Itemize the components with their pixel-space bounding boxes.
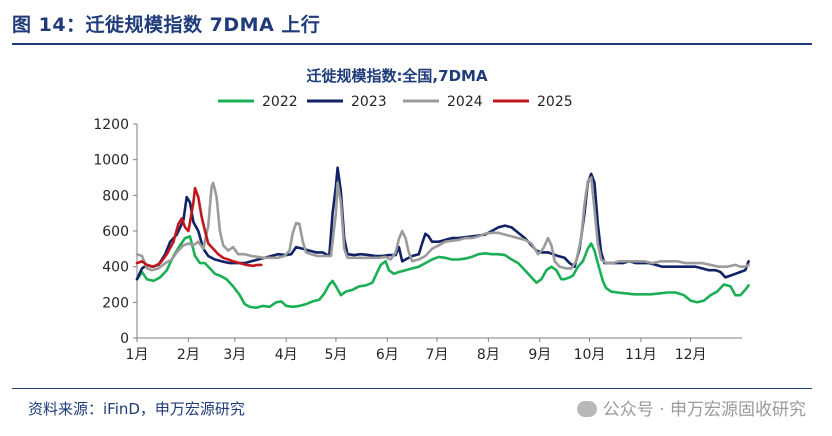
y-axis: 0 200 400 600 800 1000 1200 (93, 117, 138, 347)
chart-title: 迁徙规模指数:全国,7DMA (306, 67, 488, 85)
x-tick-label: 6月 (376, 347, 399, 363)
x-tick-label: 2月 (177, 347, 200, 363)
x-tick-label: 11月 (625, 347, 657, 363)
x-tick-label: 9月 (528, 347, 551, 363)
series-line-2024 (135, 176, 750, 272)
legend: 2022 2023 2024 2025 (218, 94, 573, 110)
y-tick-label: 800 (102, 188, 129, 204)
x-tick-label: 10月 (574, 347, 606, 363)
y-tick-label: 1000 (93, 153, 129, 169)
figure-title: 图 14：迁徙规模指数 7DMA 上行 (12, 14, 321, 36)
x-tick-label: 8月 (477, 347, 500, 363)
legend-label-2025: 2025 (537, 94, 573, 110)
watermark-text: 公众号 · 申万宏源固收研究 (602, 400, 806, 420)
legend-label-2024: 2024 (447, 94, 483, 110)
x-tick-label: 7月 (426, 347, 449, 363)
x-tick-label: 3月 (223, 347, 246, 363)
y-tick-label: 600 (102, 224, 129, 240)
footer-rule (12, 388, 812, 389)
legend-label-2023: 2023 (351, 94, 387, 110)
series-layer (135, 166, 750, 309)
y-tick-label: 0 (120, 331, 129, 347)
x-tick-label: 1月 (126, 347, 149, 363)
x-tick-label: 4月 (275, 347, 298, 363)
title-rule (12, 43, 812, 45)
watermark: 公众号 · 申万宏源固收研究 (576, 395, 806, 420)
series-line-2025 (135, 186, 263, 268)
wechat-icon (576, 401, 597, 417)
x-tick-label: 12月 (675, 347, 707, 363)
source-note: 资料来源：iFinD，申万宏源研究 (28, 400, 245, 418)
line-chart: 迁徙规模指数:全国,7DMA 2022 2023 2024 2025 0 200 400 6… (93, 67, 750, 363)
x-tick-label: 5月 (324, 347, 347, 363)
series-line-2022 (135, 235, 750, 309)
legend-label-2022: 2022 (262, 94, 298, 110)
x-axis: 1月 2月 3月 4月 5月 6月 7月 8月 9月 10月 11月 12月 (126, 337, 742, 363)
y-tick-label: 200 (102, 295, 129, 311)
y-tick-label: 1200 (93, 117, 129, 133)
y-tick-label: 400 (102, 260, 129, 276)
